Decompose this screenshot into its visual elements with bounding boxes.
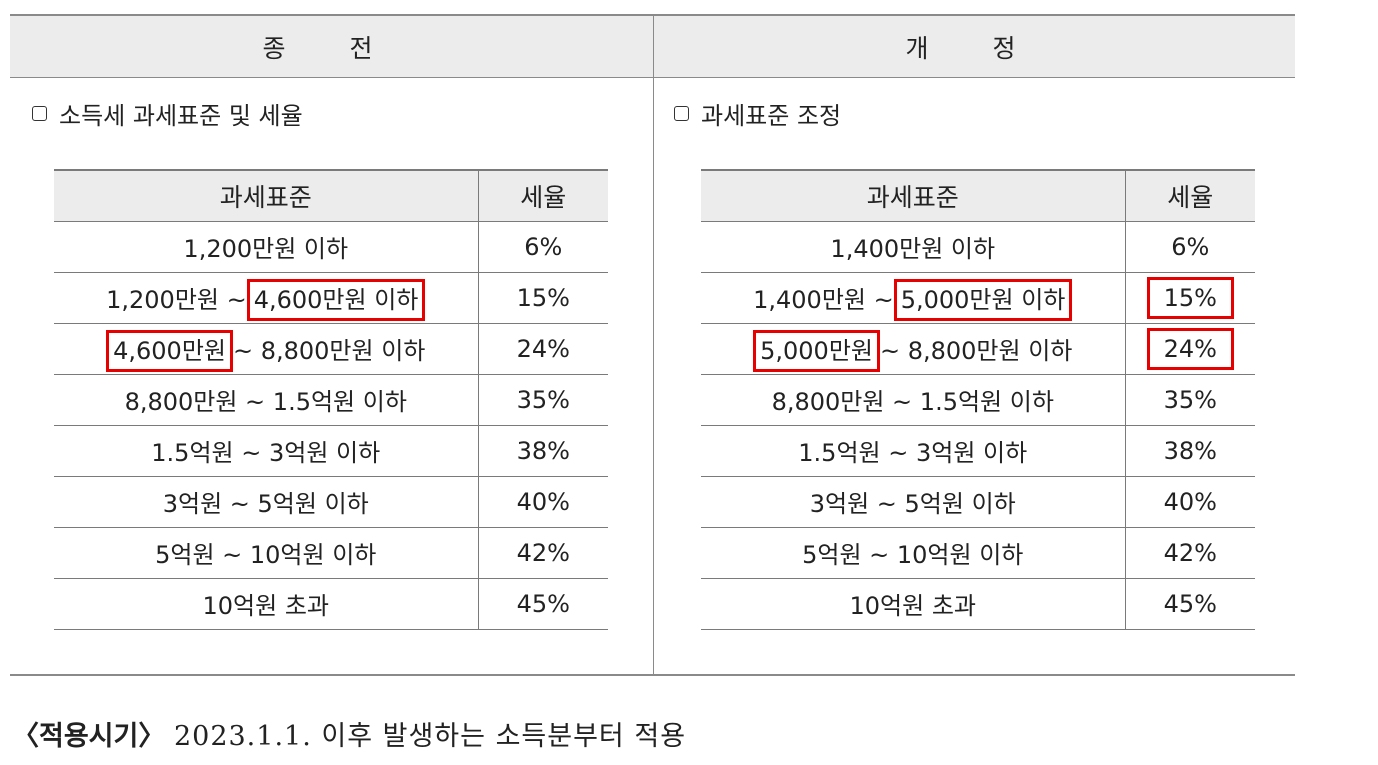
- highlighted-tax-base: 4,600만원: [106, 330, 233, 372]
- table-header-row: 과세표준 세율: [701, 169, 1255, 222]
- rate-cell: 45%: [1125, 578, 1255, 630]
- table-row: 1,400만원 이하 6%: [701, 221, 1255, 273]
- table-row: 3억원 ~ 5억원 이하 40%: [54, 476, 608, 528]
- table-row: 3억원 ~ 5억원 이하 40%: [701, 476, 1255, 528]
- table-row: 10억원 초과 45%: [54, 578, 608, 630]
- rate-cell: 24%: [1125, 323, 1255, 375]
- rate-cell: 42%: [478, 527, 608, 579]
- tax-base-cell: 1,400만원 ~5,000만원 이하: [701, 272, 1126, 324]
- header-after: 개 정: [654, 16, 1295, 78]
- table-row: 1.5억원 ~ 3억원 이하 38%: [701, 425, 1255, 477]
- checkbox-square-icon: [32, 106, 47, 121]
- table-row: 8,800만원 ~ 1.5억원 이하 35%: [54, 374, 608, 426]
- table-row: 1,400만원 ~5,000만원 이하 15%: [701, 272, 1255, 324]
- tax-base-cell: 5억원 ~ 10억원 이하: [701, 527, 1126, 579]
- rate-cell: 24%: [478, 323, 608, 375]
- column-header-rate: 세율: [478, 169, 608, 222]
- highlighted-tax-base: 5,000만원 이하: [893, 279, 1073, 321]
- tax-base-cell: 1.5억원 ~ 3억원 이하: [54, 425, 479, 477]
- table-row: 5억원 ~ 10억원 이하 42%: [701, 527, 1255, 579]
- comparison-table-frame: 종 전 개 정 소득세 과세표준 및 세율 과세표준 세율 1,200만원 이하…: [10, 14, 1295, 676]
- tax-base-cell: 1,400만원 이하: [701, 221, 1126, 273]
- rate-cell: 42%: [1125, 527, 1255, 579]
- table-row: 4,600만원 ~ 8,800만원 이하 24%: [54, 323, 608, 375]
- before-rate-table: 과세표준 세율 1,200만원 이하 6% 1,200만원 ~4,600만원 이…: [54, 169, 608, 630]
- table-row: 8,800만원 ~ 1.5억원 이하 35%: [701, 374, 1255, 426]
- rate-cell: 15%: [478, 272, 608, 324]
- tax-base-cell: 8,800만원 ~ 1.5억원 이하: [701, 374, 1126, 426]
- rate-cell: 40%: [478, 476, 608, 528]
- highlighted-tax-base: 4,600만원 이하: [246, 279, 426, 321]
- rate-cell: 35%: [1125, 374, 1255, 426]
- rate-cell: 6%: [1125, 221, 1255, 273]
- rate-cell: 40%: [1125, 476, 1255, 528]
- rate-cell: 45%: [478, 578, 608, 630]
- rate-cell: 38%: [1125, 425, 1255, 477]
- column-header-tax-base: 과세표준: [54, 169, 479, 222]
- tax-base-cell: 1.5억원 ~ 3억원 이하: [701, 425, 1126, 477]
- tax-base-cell: 4,600만원 ~ 8,800만원 이하: [54, 323, 479, 375]
- table-row: 1,200만원 이하 6%: [54, 221, 608, 273]
- before-section-title-text: 소득세 과세표준 및 세율: [59, 102, 303, 130]
- rate-cell: 38%: [478, 425, 608, 477]
- highlighted-tax-base: 5,000만원: [753, 330, 880, 372]
- table-row: 1.5억원 ~ 3억원 이하 38%: [54, 425, 608, 477]
- effective-date-label: 〈적용시기〉: [12, 721, 166, 752]
- before-section-title: 소득세 과세표준 및 세율: [32, 96, 303, 131]
- tax-base-text: ~ 8,800만원 이하: [232, 337, 426, 365]
- tax-base-cell: 8,800만원 ~ 1.5억원 이하: [54, 374, 479, 426]
- table-header-row: 과세표준 세율: [54, 169, 608, 222]
- table-row: 5,000만원 ~ 8,800만원 이하 24%: [701, 323, 1255, 375]
- after-rate-table: 과세표준 세율 1,400만원 이하 6% 1,400만원 ~5,000만원 이…: [701, 169, 1255, 630]
- header-before: 종 전: [10, 16, 653, 78]
- column-header-rate: 세율: [1125, 169, 1255, 222]
- effective-date-note: 〈적용시기〉 2023.1.1. 이후 발생하는 소득분부터 적용: [12, 714, 686, 753]
- tax-base-cell: 5억원 ~ 10억원 이하: [54, 527, 479, 579]
- tax-base-cell: 1,200만원 이하: [54, 221, 479, 273]
- after-section-title-text: 과세표준 조정: [701, 102, 842, 130]
- tax-base-text: 1,400만원 ~: [753, 286, 894, 314]
- checkbox-square-icon: [674, 106, 689, 121]
- tax-base-cell: 1,200만원 ~4,600만원 이하: [54, 272, 479, 324]
- tax-base-cell: 10억원 초과: [701, 578, 1126, 630]
- table-row: 10억원 초과 45%: [701, 578, 1255, 630]
- tax-base-cell: 3억원 ~ 5억원 이하: [701, 476, 1126, 528]
- rate-cell: 35%: [478, 374, 608, 426]
- tax-base-text: 1,200만원 ~: [106, 286, 247, 314]
- rate-cell: 15%: [1125, 272, 1255, 324]
- tax-base-cell: 3억원 ~ 5억원 이하: [54, 476, 479, 528]
- column-divider: [653, 16, 654, 676]
- highlighted-rate: 15%: [1146, 276, 1234, 319]
- column-header-tax-base: 과세표준: [701, 169, 1126, 222]
- tax-base-text: ~ 8,800만원 이하: [879, 337, 1073, 365]
- table-row: 1,200만원 ~4,600만원 이하 15%: [54, 272, 608, 324]
- highlighted-rate: 24%: [1146, 327, 1234, 370]
- table-row: 5억원 ~ 10억원 이하 42%: [54, 527, 608, 579]
- tax-base-cell: 10억원 초과: [54, 578, 479, 630]
- rate-cell: 6%: [478, 221, 608, 273]
- tax-base-cell: 5,000만원 ~ 8,800만원 이하: [701, 323, 1126, 375]
- effective-date-text: 2023.1.1. 이후 발생하는 소득분부터 적용: [173, 721, 687, 752]
- after-section-title: 과세표준 조정: [674, 96, 841, 131]
